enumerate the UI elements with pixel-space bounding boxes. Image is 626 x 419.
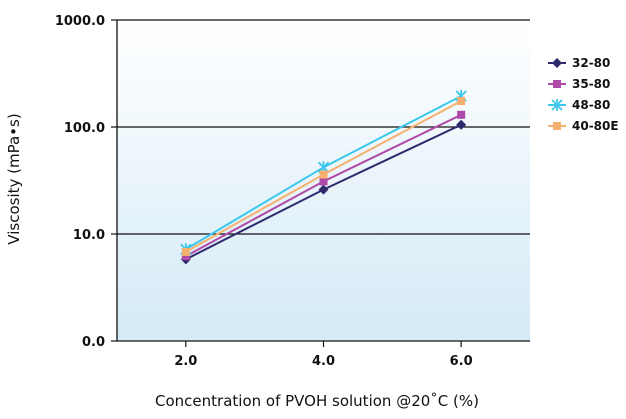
x-tick-label: 4.0 <box>312 354 335 369</box>
data-point <box>456 119 467 130</box>
y-axis-title: Viscosity (mPa•s) <box>5 113 23 244</box>
data-point <box>181 247 190 256</box>
x-tick-label: 6.0 <box>450 354 473 369</box>
legend-label: 32-80 <box>572 56 610 70</box>
data-point <box>457 96 466 105</box>
legend-item: 32-80 <box>548 56 610 70</box>
legend-marker <box>551 99 563 111</box>
y-tick-label: 100.0 <box>64 121 105 136</box>
x-tick-label: 2.0 <box>174 354 197 369</box>
x-axis-title: Concentration of PVOH solution @20˚C (%) <box>155 392 479 410</box>
y-tick-label: 1000.0 <box>55 14 105 29</box>
series-35-80 <box>181 110 466 261</box>
series-group <box>180 89 467 265</box>
legend-item: 40-80E <box>548 119 619 133</box>
legend-item: 48-80 <box>548 98 610 112</box>
legend-item: 35-80 <box>548 77 610 91</box>
legend-marker <box>552 58 562 68</box>
series-32-80 <box>180 119 467 265</box>
legend-label: 40-80E <box>572 119 619 133</box>
data-point <box>319 177 328 186</box>
data-point <box>318 184 329 195</box>
y-tick-label: 0.0 <box>82 335 105 350</box>
legend-marker <box>553 122 561 130</box>
legend: 32-80 35-80 48-80 40-80E <box>548 56 619 133</box>
data-point <box>181 252 190 261</box>
y-tick-label: 10.0 <box>73 228 105 243</box>
axes: 0.0 10.0 100.0 1000.0 2.0 4.0 6.0 <box>55 14 530 369</box>
data-point <box>319 170 328 179</box>
series-40-80E <box>181 96 466 256</box>
data-point <box>457 110 466 119</box>
legend-label: 35-80 <box>572 77 610 91</box>
legend-label: 48-80 <box>572 98 610 112</box>
legend-marker <box>553 80 561 88</box>
